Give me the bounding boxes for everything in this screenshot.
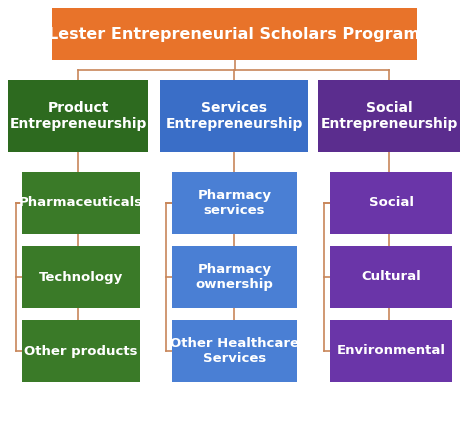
Text: Technology: Technology	[39, 270, 123, 283]
Text: Product
Entrepreneurship: Product Entrepreneurship	[9, 101, 147, 131]
FancyBboxPatch shape	[22, 172, 140, 234]
Text: Pharmacy
services: Pharmacy services	[197, 189, 272, 217]
FancyBboxPatch shape	[160, 80, 308, 152]
Text: Services
Entrepreneurship: Services Entrepreneurship	[165, 101, 303, 131]
FancyBboxPatch shape	[172, 320, 297, 382]
Text: Environmental: Environmental	[337, 344, 446, 358]
Text: Pharmacy
ownership: Pharmacy ownership	[196, 263, 274, 291]
FancyBboxPatch shape	[330, 246, 452, 308]
Text: Cultural: Cultural	[361, 270, 421, 283]
FancyBboxPatch shape	[8, 80, 148, 152]
FancyBboxPatch shape	[330, 172, 452, 234]
Text: Lester Entrepreneurial Scholars Program: Lester Entrepreneurial Scholars Program	[48, 26, 421, 41]
FancyBboxPatch shape	[52, 8, 417, 60]
Text: Other products: Other products	[24, 344, 138, 358]
FancyBboxPatch shape	[22, 320, 140, 382]
FancyBboxPatch shape	[330, 320, 452, 382]
Text: Social: Social	[368, 197, 414, 210]
Text: Pharmaceuticals: Pharmaceuticals	[19, 197, 143, 210]
Text: Social
Entrepreneurship: Social Entrepreneurship	[321, 101, 458, 131]
FancyBboxPatch shape	[172, 172, 297, 234]
FancyBboxPatch shape	[172, 246, 297, 308]
FancyBboxPatch shape	[22, 246, 140, 308]
Text: Other Healthcare
Services: Other Healthcare Services	[170, 337, 299, 365]
FancyBboxPatch shape	[318, 80, 460, 152]
